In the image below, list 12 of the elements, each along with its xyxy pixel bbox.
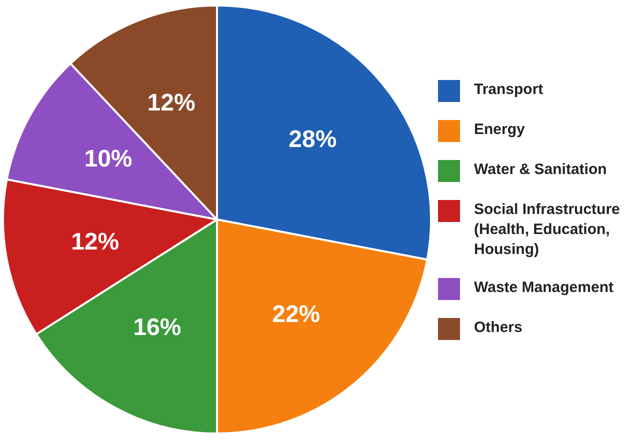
data-label: 16% bbox=[133, 314, 182, 341]
legend-label: Transport bbox=[474, 80, 544, 100]
data-label: 22% bbox=[272, 300, 320, 328]
legend-label: Water & Sanitation bbox=[474, 160, 607, 180]
data-label: 28% bbox=[288, 126, 337, 154]
legend-label: Social Infrastructure (Health, Education, Housing) bbox=[474, 200, 621, 260]
legend-label: Energy bbox=[474, 120, 525, 140]
data-label: 10% bbox=[84, 145, 132, 172]
data-label: 12% bbox=[71, 228, 120, 256]
data-label: 12% bbox=[147, 90, 196, 117]
legend-label: Others bbox=[474, 318, 522, 338]
legend-label: Waste Management bbox=[474, 278, 614, 298]
